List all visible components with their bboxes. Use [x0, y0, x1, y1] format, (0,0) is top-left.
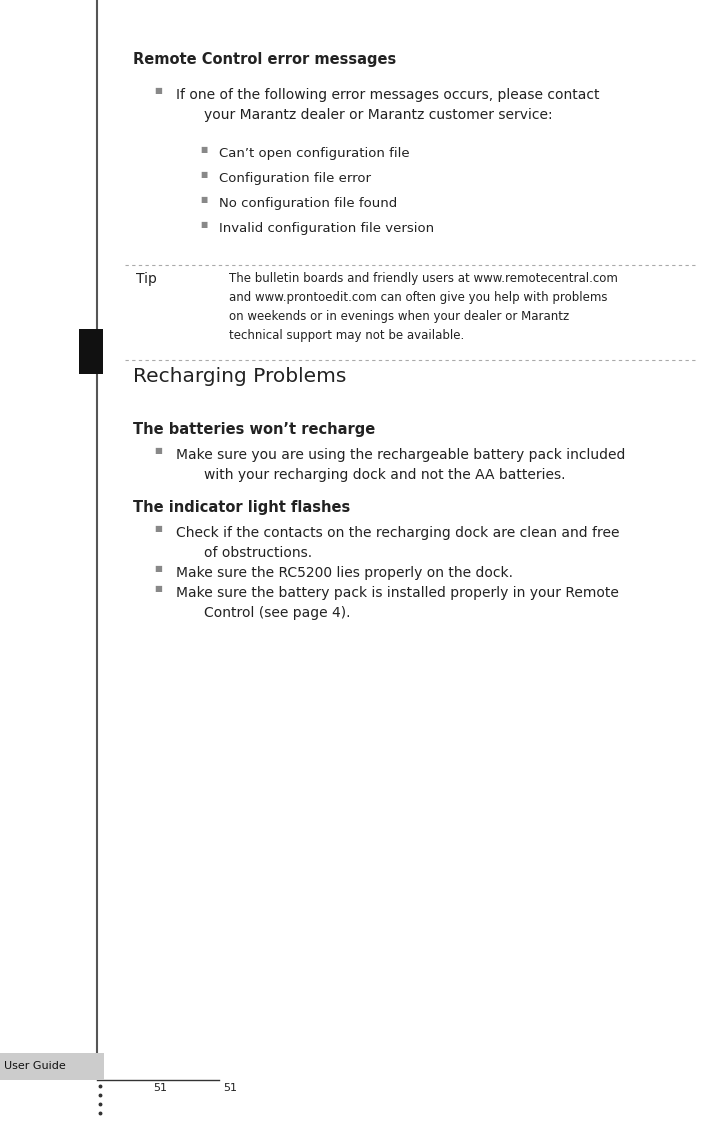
Text: Control (see page 4).: Control (see page 4). — [204, 606, 351, 620]
Text: with your recharging dock and not the AA batteries.: with your recharging dock and not the AA… — [204, 468, 566, 482]
Text: of obstructions.: of obstructions. — [204, 546, 313, 560]
Text: Remote Control error messages: Remote Control error messages — [133, 52, 396, 67]
Text: Make sure the RC5200 lies properly on the dock.: Make sure the RC5200 lies properly on th… — [176, 566, 513, 579]
Text: your Marantz dealer or Marantz customer service:: your Marantz dealer or Marantz customer … — [204, 108, 553, 122]
Text: The indicator light flashes: The indicator light flashes — [133, 500, 350, 515]
Text: ■: ■ — [154, 446, 162, 455]
Text: 51: 51 — [223, 1083, 237, 1093]
Text: on weekends or in evenings when your dealer or Marantz: on weekends or in evenings when your dea… — [229, 310, 570, 323]
Text: technical support may not be available.: technical support may not be available. — [229, 329, 465, 343]
Text: Configuration file error: Configuration file error — [219, 172, 371, 185]
Text: ■: ■ — [201, 194, 208, 203]
Text: Recharging Problems: Recharging Problems — [133, 367, 346, 386]
Text: ■: ■ — [154, 523, 162, 532]
Text: Make sure the battery pack is installed properly in your Remote: Make sure the battery pack is installed … — [176, 586, 619, 600]
Bar — [79, 329, 103, 374]
Text: Check if the contacts on the recharging dock are clean and free: Check if the contacts on the recharging … — [176, 526, 619, 540]
Text: No configuration file found: No configuration file found — [219, 197, 397, 210]
Text: 51: 51 — [153, 1083, 167, 1093]
Text: ■: ■ — [154, 564, 162, 573]
Text: The bulletin boards and friendly users at www.remotecentral.com: The bulletin boards and friendly users a… — [229, 272, 618, 285]
Text: ■: ■ — [201, 220, 208, 229]
Text: Invalid configuration file version: Invalid configuration file version — [219, 222, 434, 235]
Text: If one of the following error messages occurs, please contact: If one of the following error messages o… — [176, 88, 599, 102]
Text: Can’t open configuration file: Can’t open configuration file — [219, 147, 409, 159]
Text: The batteries won’t recharge: The batteries won’t recharge — [133, 422, 375, 437]
Text: Make sure you are using the rechargeable battery pack included: Make sure you are using the rechargeable… — [176, 448, 625, 462]
Text: ■: ■ — [201, 170, 208, 179]
Text: ■: ■ — [154, 85, 162, 94]
Bar — [0, 1053, 104, 1080]
Text: ■: ■ — [154, 584, 162, 593]
Text: User Guide: User Guide — [4, 1061, 65, 1071]
Text: Tip: Tip — [136, 272, 157, 286]
Text: ■: ■ — [201, 145, 208, 154]
Text: and www.prontoedit.com can often give you help with problems: and www.prontoedit.com can often give yo… — [229, 291, 608, 304]
